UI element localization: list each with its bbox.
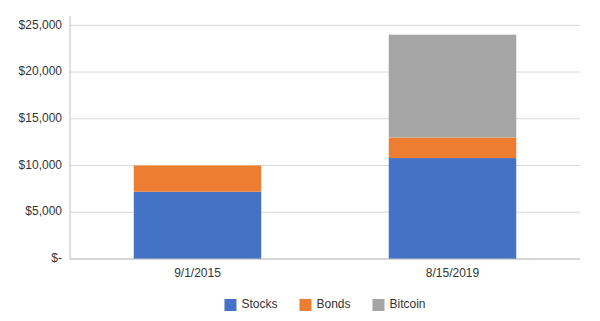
legend: Stocks Bonds Bitcoin [224,297,425,311]
legend-item: Bitcoin [373,297,426,311]
y-tick-label: $10,000 [19,158,63,172]
bar [134,165,262,166]
grid-line [70,259,580,260]
x-axis-line [70,259,580,260]
legend-label: Bitcoin [390,297,426,311]
legend-item: Bonds [299,297,350,311]
bar [134,192,262,259]
x-tick-label: 9/1/2015 [174,266,221,280]
y-tick-label: $- [51,251,62,265]
legend-label: Bonds [316,297,350,311]
x-tick-label: 8/15/2019 [426,266,480,280]
bar [134,166,262,192]
grid [70,25,580,259]
y-tick-label: $25,000 [19,18,63,32]
legend-item: Stocks [224,297,277,311]
legend-swatch [299,299,311,311]
bar [389,138,517,159]
bar [389,158,517,259]
y-axis-line [70,16,71,259]
bars [134,35,517,259]
legend-swatch [224,299,236,311]
y-tick-label: $15,000 [19,111,63,125]
chart-container: $- $5,000 $10,000 $15,000 $20,000 $25,000 9/1/… [0,0,600,321]
x-ticks: 9/1/2015 8/15/2019 [174,266,479,280]
chart: $- $5,000 $10,000 $15,000 $20,000 $25,000 9/1/… [0,0,600,321]
y-ticks: $- $5,000 $10,000 $15,000 $20,000 $25,000 [19,18,63,266]
y-tick-label: $20,000 [19,64,63,78]
y-tick-label: $5,000 [25,204,62,218]
legend-swatch [373,299,385,311]
grid-line [70,25,580,26]
legend-label: Stocks [241,297,277,311]
bar [389,35,517,138]
